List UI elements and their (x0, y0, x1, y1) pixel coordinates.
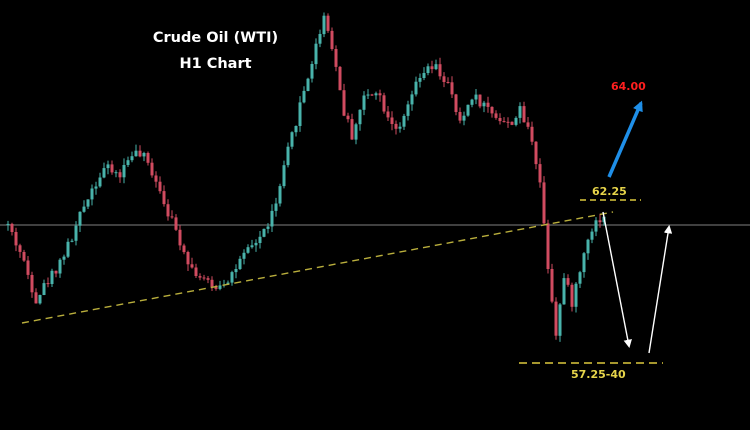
chart-title: Crude Oil (WTI) H1 Chart (128, 31, 303, 82)
support-zone-label: 57.25-40 (571, 368, 626, 381)
target-price-label: 64.00 (611, 80, 646, 93)
chart-title-line1: Crude Oil (WTI) (152, 30, 279, 46)
resistance-price-label: 62.25 (592, 185, 627, 198)
chart-title-line2: H1 Chart (179, 55, 252, 72)
